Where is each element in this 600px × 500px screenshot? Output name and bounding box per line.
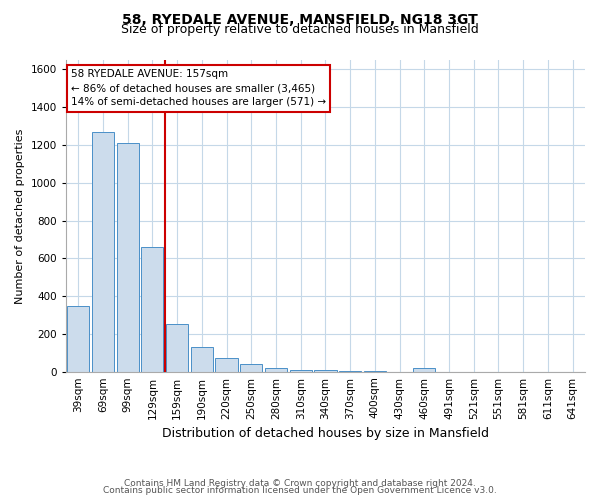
Bar — [191, 347, 213, 372]
Bar — [240, 364, 262, 372]
Bar — [339, 370, 361, 372]
Bar — [67, 306, 89, 372]
Text: 58 RYEDALE AVENUE: 157sqm
← 86% of detached houses are smaller (3,465)
14% of se: 58 RYEDALE AVENUE: 157sqm ← 86% of detac… — [71, 70, 326, 108]
Bar — [290, 370, 312, 372]
Bar — [215, 358, 238, 372]
Bar — [265, 368, 287, 372]
Text: 58, RYEDALE AVENUE, MANSFIELD, NG18 3GT: 58, RYEDALE AVENUE, MANSFIELD, NG18 3GT — [122, 12, 478, 26]
Bar — [116, 143, 139, 372]
Bar — [314, 370, 337, 372]
Text: Contains public sector information licensed under the Open Government Licence v3: Contains public sector information licen… — [103, 486, 497, 495]
X-axis label: Distribution of detached houses by size in Mansfield: Distribution of detached houses by size … — [162, 427, 489, 440]
Bar — [166, 324, 188, 372]
Text: Size of property relative to detached houses in Mansfield: Size of property relative to detached ho… — [121, 24, 479, 36]
Bar — [141, 247, 163, 372]
Bar — [364, 370, 386, 372]
Bar — [413, 368, 436, 372]
Text: Contains HM Land Registry data © Crown copyright and database right 2024.: Contains HM Land Registry data © Crown c… — [124, 478, 476, 488]
Y-axis label: Number of detached properties: Number of detached properties — [15, 128, 25, 304]
Bar — [92, 132, 114, 372]
